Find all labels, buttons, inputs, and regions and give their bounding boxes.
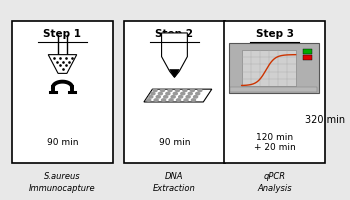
Circle shape [194, 96, 198, 98]
Bar [241, 50, 296, 86]
Bar [230, 87, 317, 92]
Circle shape [183, 89, 187, 92]
Text: 90 min: 90 min [159, 138, 190, 147]
Circle shape [198, 89, 202, 92]
Bar [303, 49, 312, 54]
Text: qPCR: qPCR [264, 172, 286, 181]
Bar [303, 55, 312, 60]
Text: Step 2: Step 2 [155, 29, 194, 39]
Circle shape [176, 99, 181, 101]
Bar [124, 21, 225, 163]
Circle shape [186, 96, 190, 98]
Circle shape [175, 89, 180, 92]
Text: Step 1: Step 1 [43, 29, 82, 39]
Text: Extraction: Extraction [153, 184, 196, 193]
Text: S.aureus: S.aureus [44, 172, 81, 181]
Circle shape [166, 92, 170, 95]
Circle shape [151, 92, 155, 95]
Circle shape [184, 99, 188, 101]
Circle shape [164, 96, 168, 98]
Polygon shape [162, 33, 187, 77]
Circle shape [196, 92, 200, 95]
Circle shape [169, 99, 173, 101]
Text: 120 min
+ 20 min: 120 min + 20 min [254, 133, 295, 152]
Polygon shape [48, 55, 77, 73]
Text: 90 min: 90 min [47, 138, 78, 147]
Text: DNA: DNA [165, 172, 184, 181]
Text: Analysis: Analysis [257, 184, 292, 193]
Circle shape [188, 92, 192, 95]
Circle shape [156, 96, 160, 98]
Circle shape [147, 99, 151, 101]
Circle shape [158, 92, 162, 95]
Circle shape [160, 89, 164, 92]
Text: Step 3: Step 3 [256, 29, 294, 39]
Circle shape [149, 96, 153, 98]
Circle shape [168, 89, 172, 92]
Bar [12, 21, 113, 163]
Bar [229, 43, 319, 93]
Circle shape [181, 92, 185, 95]
Circle shape [154, 99, 158, 101]
Circle shape [153, 89, 157, 92]
Polygon shape [144, 89, 212, 102]
Bar [224, 21, 326, 163]
Circle shape [191, 99, 196, 101]
Text: Immunocapture: Immunocapture [29, 184, 96, 193]
Circle shape [190, 89, 194, 92]
Circle shape [178, 96, 183, 98]
Circle shape [171, 96, 175, 98]
Polygon shape [170, 69, 179, 77]
Circle shape [162, 99, 166, 101]
Text: 320 min: 320 min [306, 115, 345, 125]
Circle shape [173, 92, 177, 95]
